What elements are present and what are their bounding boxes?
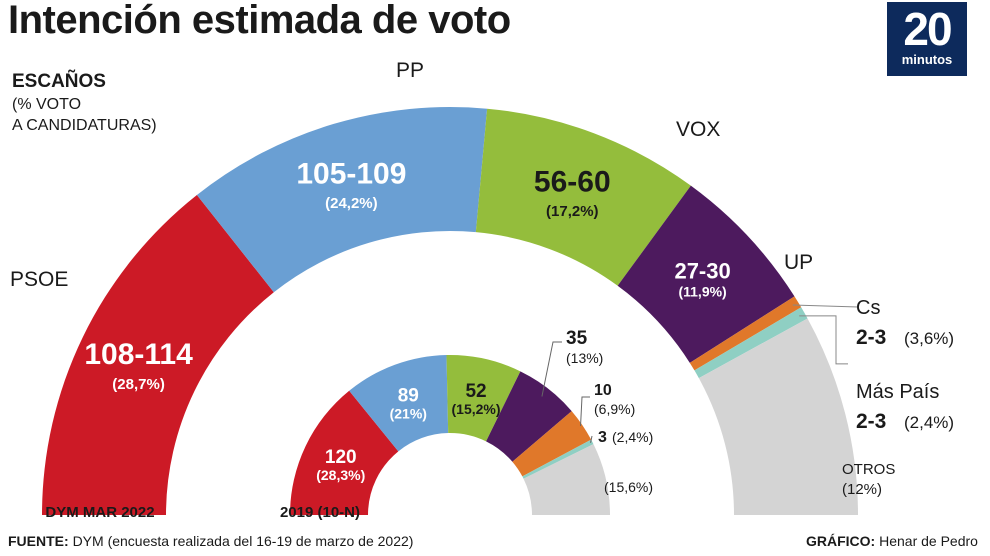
inner-pct-pp: (21%) — [390, 405, 427, 421]
party-label-vox: VOX — [676, 118, 721, 141]
leader-line-inner-up — [541, 341, 562, 397]
outer-seats-cs: 2-3 — [856, 326, 886, 349]
inner-pct-psoe: (28,3%) — [316, 467, 365, 483]
inner-slice-psoe — [290, 390, 399, 515]
leader-line-mas-pais — [799, 315, 848, 365]
outer-seats-vox: 56-60 — [534, 165, 611, 198]
outer-slice-up — [617, 185, 795, 363]
inner-slice-mas-pa-s — [522, 439, 594, 479]
legend-subtitle-2: A CANDIDATURAS) — [12, 117, 157, 134]
inner-seats-psoe: 120 — [325, 447, 357, 468]
inner-pct-up: (13%) — [566, 350, 603, 366]
outer-slice-mas-pa-s — [694, 307, 808, 379]
outer-pct-cs: (3,6%) — [904, 329, 954, 348]
inner-slice-otros — [523, 444, 610, 515]
outer-slice-otros — [698, 318, 858, 515]
leader-line-cs — [792, 304, 859, 308]
footer-credit: GRÁFICO: Henar de Pedro — [806, 533, 978, 549]
outer-ring-caption: DYM MAR 2022 — [45, 504, 154, 521]
20minutos-logo: 20 minutos — [887, 2, 967, 76]
outer-seats-psoe: 108-114 — [84, 338, 193, 371]
inner-slice-cs — [512, 411, 592, 477]
inner-pct-mas-pais: (2,4%) — [612, 429, 653, 445]
inner-seats-mas-pais: 3 — [598, 429, 607, 446]
outer-party-mas-pais: Más País — [856, 381, 939, 403]
chart-title: Intención estimada de voto — [8, 0, 511, 42]
inner-pct-otros: (15,6%) — [604, 479, 653, 495]
outer-pct-mas-pais: (2,4%) — [904, 413, 954, 432]
legend-heading: ESCAÑOS — [12, 71, 106, 92]
source-label: FUENTE: — [8, 533, 69, 549]
outer-pct-otros: (12%) — [842, 481, 882, 498]
party-label-pp: PP — [396, 59, 425, 82]
outer-seats-up: 27-30 — [674, 259, 730, 284]
credit-label: GRÁFICO: — [806, 533, 876, 549]
legend-key: ESCAÑOS (% VOTO A CANDIDATURAS) — [12, 70, 157, 136]
outer-pct-up: (11,9%) — [678, 284, 726, 300]
party-label-psoe: PSOE — [10, 268, 69, 291]
footer-source: FUENTE: DYM (encuesta realizada del 16-1… — [8, 533, 413, 549]
outer-slice-pp — [196, 106, 488, 293]
outer-slice-psoe — [42, 194, 274, 515]
outer-pct-psoe: (28,7%) — [112, 376, 165, 393]
inner-slice-pp — [349, 355, 449, 452]
outer-party-otros: OTROS — [842, 461, 895, 478]
leader-line-inner-cs — [580, 396, 590, 427]
legend-subtitle-1: (% VOTO — [12, 96, 82, 113]
outer-slice-vox — [475, 108, 691, 286]
inner-ring-caption: 2019 (10-N) — [280, 504, 360, 521]
inner-seats-cs: 10 — [594, 382, 612, 399]
source-text: DYM (encuesta realizada del 16-19 de mar… — [72, 533, 414, 549]
outer-seats-mas-pais: 2-3 — [856, 410, 886, 433]
inner-pct-vox: (15,2%) — [452, 401, 501, 417]
inner-slice-vox — [446, 355, 521, 442]
inner-seats-up: 35 — [566, 328, 588, 349]
outer-pct-pp: (24,2%) — [325, 195, 378, 212]
party-label-up: UP — [784, 251, 814, 274]
inner-slice-up — [486, 371, 572, 462]
logo-number: 20 — [903, 3, 952, 55]
inner-seats-vox: 52 — [465, 381, 486, 402]
credit-text: Henar de Pedro — [879, 533, 978, 549]
logo-word: minutos — [901, 52, 953, 67]
inner-pct-cs: (6,9%) — [594, 401, 635, 417]
inner-seats-pp: 89 — [398, 385, 419, 406]
leader-line-inner-mas-pais — [590, 435, 593, 443]
outer-slice-cs — [689, 296, 802, 371]
outer-pct-vox: (17,2%) — [546, 203, 599, 220]
outer-party-cs: Cs — [856, 297, 880, 319]
outer-seats-pp: 105-109 — [296, 157, 406, 190]
